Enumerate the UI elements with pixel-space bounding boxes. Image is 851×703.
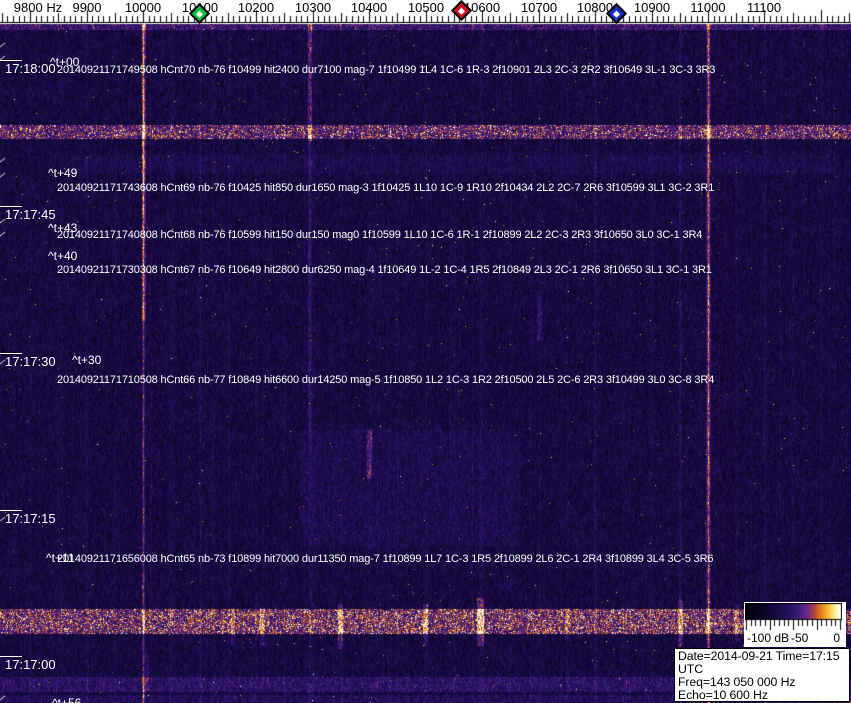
freq-tick-label: 11100 (746, 0, 782, 15)
freq-tick-label: 11000 (690, 0, 726, 15)
colorbar-label-min: -100 dB (747, 631, 790, 645)
freq-tick-label: 9800 Hz (13, 0, 63, 15)
colorbar-label-max: 0 (833, 631, 840, 645)
colorbar-labels: -100 dB -50 0 (744, 631, 844, 646)
info-box: Date=2014-09-21 Time=17:15 UTC Freq=143 … (674, 648, 850, 703)
freq-tick-label: 9900 (72, 0, 102, 15)
freq-tick-label: 10600 (463, 0, 501, 15)
freq-tick-label: 10500 (407, 0, 445, 15)
info-frequency: Freq=143 050 000 Hz (678, 675, 796, 689)
info-echo: Echo=10 600 Hz (678, 688, 768, 702)
info-date-time: Date=2014-09-21 Time=17:15 UTC (678, 649, 840, 676)
freq-tick-label: 10900 (633, 0, 671, 15)
freq-tick-label: 10700 (520, 0, 558, 15)
colorbar-gradient (745, 603, 842, 631)
freq-tick-label: 10300 (294, 0, 332, 15)
info-station: HPHK (678, 702, 846, 703)
red-diamond-center-dot (457, 6, 466, 15)
frequency-ruler: 9800 Hz990010000101001020010300104001050… (0, 0, 851, 24)
freq-tick-label: 10800 (576, 0, 614, 15)
blue-diamond-center-dot (612, 9, 621, 18)
freq-tick-label: 10200 (237, 0, 275, 15)
green-diamond-center-dot (195, 9, 204, 18)
freq-tick-label: 10400 (350, 0, 388, 15)
colorbar-label-mid: -50 (791, 631, 809, 645)
freq-tick-label: 10000 (124, 0, 162, 15)
colorbar-legend: -100 dB -50 0 (744, 602, 846, 647)
